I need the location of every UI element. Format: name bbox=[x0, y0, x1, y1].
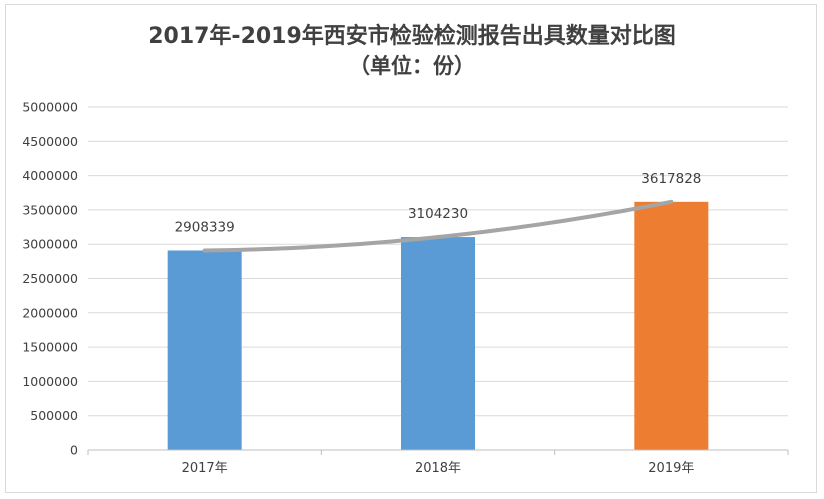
y-tick-label: 3000000 bbox=[22, 237, 78, 252]
x-tick-label: 2019年 bbox=[648, 461, 694, 476]
bar bbox=[634, 201, 709, 450]
y-tick-label: 4500000 bbox=[22, 134, 78, 149]
data-label: 2908339 bbox=[175, 219, 235, 235]
y-tick-label: 1000000 bbox=[22, 374, 78, 389]
y-tick-label: 2000000 bbox=[22, 305, 78, 320]
data-labels: 2908339 3104230 3617828 bbox=[175, 171, 702, 236]
x-tick-label: 2017年 bbox=[182, 461, 228, 476]
y-tick-label: 4000000 bbox=[22, 168, 78, 183]
bar bbox=[401, 237, 475, 450]
x-tick-label: 2018年 bbox=[415, 461, 461, 476]
y-axis: 0 500000 1000000 1500000 2000000 2500000 30000… bbox=[22, 100, 78, 458]
x-axis: 2017年 2018年 2019年 bbox=[87, 449, 789, 476]
y-tick-label: 500000 bbox=[30, 408, 78, 423]
y-tick-label: 1500000 bbox=[22, 340, 78, 355]
data-label: 3617828 bbox=[641, 171, 701, 187]
bar bbox=[167, 250, 242, 450]
trendline-group bbox=[202, 199, 674, 253]
y-tick-label: 2500000 bbox=[22, 271, 78, 286]
bars bbox=[167, 201, 709, 450]
chart-title: 2017年-2019年西安市检验检测报告出具数量对比图 bbox=[148, 24, 676, 49]
y-tick-label: 3500000 bbox=[22, 202, 78, 217]
y-tick-label: 0 bbox=[70, 443, 78, 458]
trendline bbox=[202, 199, 674, 253]
y-tick-label: 5000000 bbox=[22, 100, 78, 115]
chart-subtitle: （单位：份） bbox=[349, 54, 475, 78]
data-label: 3104230 bbox=[408, 206, 468, 222]
